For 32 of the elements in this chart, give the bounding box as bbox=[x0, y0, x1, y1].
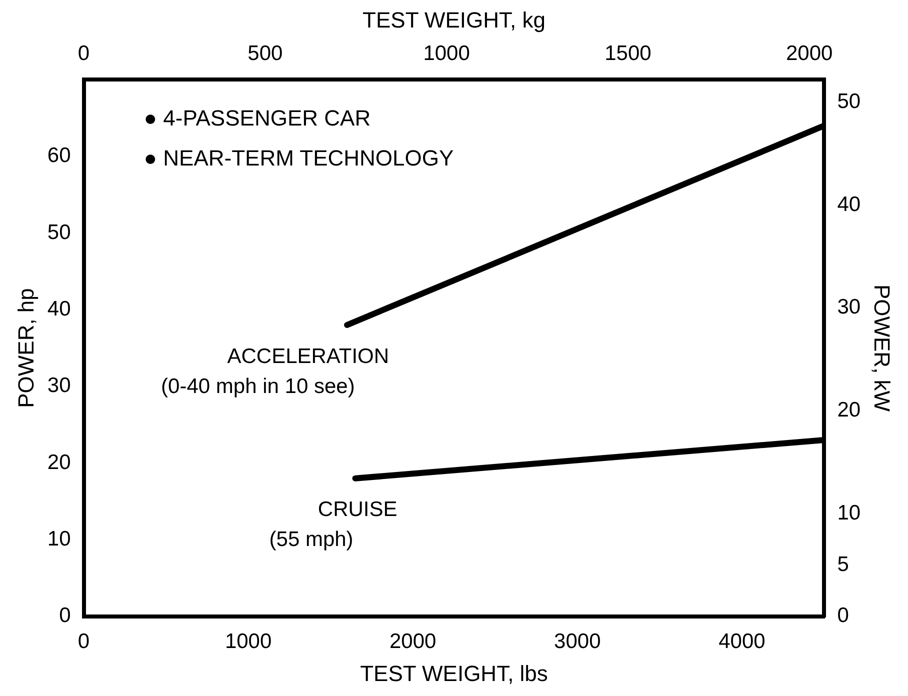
x2-tick-label: 1000 bbox=[423, 42, 470, 65]
x-tick-label: 0 bbox=[78, 630, 90, 653]
y2-tick-label: 50 bbox=[837, 90, 861, 114]
series-label: ACCELERATION (0-40 mph in 10 see) bbox=[161, 344, 390, 398]
x-axis-title: TEST WEIGHT, lbs bbox=[360, 660, 548, 686]
y-tick-label: 10 bbox=[47, 528, 71, 551]
y2-tick-label: 0 bbox=[837, 604, 849, 628]
y-tick-label: 50 bbox=[47, 220, 71, 244]
y2-tick-label: 20 bbox=[837, 398, 861, 422]
x2-tick-label: 0 bbox=[78, 42, 90, 65]
y-tick-label: 30 bbox=[47, 374, 71, 398]
series-label: CRUISE (55 mph) bbox=[269, 498, 398, 552]
y2-axis-title: POWER, kW bbox=[870, 284, 895, 412]
annotation: ● NEAR-TERM TECHNOLOGY bbox=[144, 146, 454, 171]
x2-tick-label: 500 bbox=[248, 42, 283, 65]
annotation: ● 4-PASSENGER CAR bbox=[144, 106, 371, 131]
y2-tick-label: 10 bbox=[837, 501, 861, 524]
x2-tick-label: 1500 bbox=[604, 42, 652, 65]
y-axis-title: POWER, hp bbox=[13, 288, 38, 408]
y2-tick-label: 30 bbox=[837, 296, 861, 319]
y-tick-label: 60 bbox=[47, 144, 71, 168]
x2-tick-label: 2000 bbox=[786, 42, 833, 65]
y-tick-label: 0 bbox=[59, 604, 71, 628]
x-tick-label: 1000 bbox=[224, 630, 272, 653]
y2-tick-label: 40 bbox=[837, 192, 861, 216]
y-tick-label: 40 bbox=[47, 297, 71, 320]
y-tick-label: 20 bbox=[47, 450, 71, 474]
x-tick-label: 3000 bbox=[554, 630, 601, 653]
x2-axis-title: TEST WEIGHT, kg bbox=[362, 7, 546, 32]
y2-tick-label: 5 bbox=[837, 552, 849, 576]
x-tick-label: 4000 bbox=[718, 630, 766, 653]
x-tick-label: 2000 bbox=[390, 630, 436, 653]
